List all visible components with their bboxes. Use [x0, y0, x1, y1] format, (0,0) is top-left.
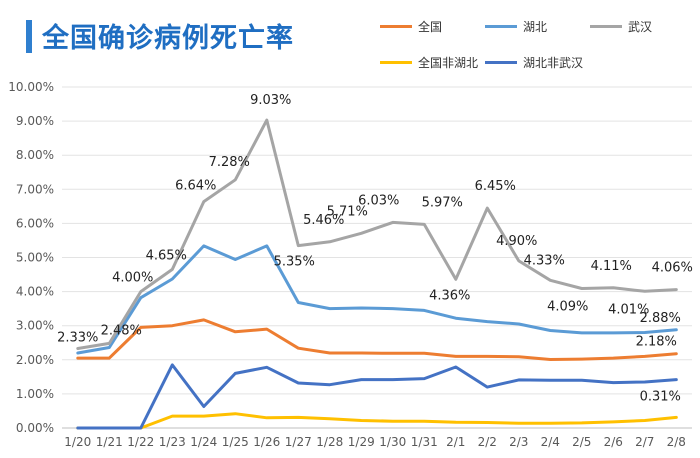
legend-item-quanguo: 全国 [380, 18, 480, 36]
x-tick-label: 2/4 [541, 435, 560, 449]
legend-item-quanguo-fei-hubei: 全国非湖北 [380, 54, 490, 72]
data-label: 4.33% [524, 253, 565, 268]
legend-swatch [380, 61, 412, 64]
legend: 全国 湖北 武汉 全国非湖北 湖北非武汉 [380, 18, 690, 78]
data-label: 9.03% [250, 93, 291, 108]
data-label: 5.46% [303, 213, 344, 228]
data-label: 2.48% [101, 323, 142, 338]
data-label: 4.09% [547, 300, 588, 315]
data-label: 4.01% [608, 302, 649, 317]
x-tick-label: 2/8 [667, 435, 686, 449]
data-label: 6.64% [175, 179, 216, 194]
series-lines [76, 118, 678, 430]
series-line [76, 318, 678, 361]
x-tick-label: 1/27 [285, 435, 312, 449]
x-tick-label: 1/24 [190, 435, 217, 449]
x-tick-label: 1/25 [222, 435, 249, 449]
data-label: 4.36% [429, 288, 470, 303]
x-tick-label: 1/22 [127, 435, 154, 449]
x-axis-ticks: 1/20 1/21 1/22 1/23 1/24 1/25 1/26 1/27 1/28 1/29… [64, 435, 686, 449]
y-tick-label: 1.00% [16, 387, 54, 401]
x-tick-label: 1/23 [159, 435, 186, 449]
legend-item-wuhan: 武汉 [590, 18, 690, 36]
y-tick-label: 2.00% [16, 353, 54, 367]
x-tick-label: 2/5 [572, 435, 591, 449]
y-tick-label: 4.00% [16, 285, 54, 299]
data-label: 2.18% [636, 335, 677, 350]
y-tick-label: 0.00% [16, 421, 54, 435]
data-label: 5.71% [327, 204, 368, 219]
data-label: 5.97% [422, 195, 463, 210]
y-tick-label: 7.00% [16, 182, 54, 196]
chart-title: 全国确诊病例死亡率 [42, 23, 294, 54]
series-line [76, 363, 678, 430]
legend-item-hubei-fei-wuhan: 湖北非武汉 [485, 54, 595, 72]
x-tick-label: 1/28 [316, 435, 343, 449]
series-line [76, 244, 678, 355]
x-tick-label: 1/21 [96, 435, 123, 449]
x-tick-label: 1/30 [379, 435, 406, 449]
x-tick-label: 1/26 [253, 435, 280, 449]
legend-label: 全国 [418, 20, 443, 34]
x-tick-label: 2/6 [604, 435, 623, 449]
data-label: 4.11% [591, 259, 632, 274]
legend-swatch [380, 25, 412, 28]
data-label: 6.03% [358, 193, 399, 208]
y-tick-label: 9.00% [16, 114, 54, 128]
y-tick-label: 10.00% [8, 80, 54, 94]
data-label: 4.00% [112, 271, 153, 286]
legend-label: 湖北 [523, 20, 548, 34]
legend-swatch [485, 61, 517, 64]
data-label: 6.45% [475, 179, 516, 194]
data-label: 2.33% [57, 331, 98, 346]
data-label: 5.35% [274, 255, 315, 270]
y-axis-ticks: 0.00% 1.00% 2.00% 3.00% 4.00% 5.00% 6.00% 7.00%… [8, 80, 54, 435]
legend-item-hubei: 湖北 [485, 18, 585, 36]
x-tick-label: 1/29 [348, 435, 375, 449]
legend-swatch [590, 25, 622, 28]
series-line [76, 412, 678, 430]
legend-label: 湖北非武汉 [523, 56, 584, 70]
x-tick-label: 1/20 [64, 435, 91, 449]
title-accent-bar [26, 20, 32, 53]
y-tick-label: 8.00% [16, 148, 54, 162]
series-line [76, 118, 678, 350]
legend-swatch [485, 25, 517, 28]
x-tick-label: 1/31 [411, 435, 438, 449]
y-tick-label: 3.00% [16, 319, 54, 333]
y-tick-label: 6.00% [16, 216, 54, 230]
x-tick-label: 2/2 [478, 435, 497, 449]
data-label: 2.88% [640, 311, 681, 326]
data-label: 7.28% [209, 155, 250, 170]
data-label: 0.31% [640, 389, 681, 404]
x-tick-label: 2/7 [635, 435, 654, 449]
legend-label: 全国非湖北 [418, 56, 479, 70]
data-labels: 2.33% 2.48% 4.00% 4.65% 6.64% 7.28% 9.03% 5.35%… [57, 93, 693, 404]
gridlines [62, 86, 692, 429]
data-label: 4.65% [146, 248, 187, 263]
legend-label: 武汉 [628, 20, 653, 34]
y-tick-label: 5.00% [16, 251, 54, 265]
data-label: 4.06% [652, 261, 693, 276]
data-label: 4.90% [496, 234, 537, 249]
x-tick-label: 2/1 [446, 435, 465, 449]
x-tick-label: 2/3 [509, 435, 528, 449]
